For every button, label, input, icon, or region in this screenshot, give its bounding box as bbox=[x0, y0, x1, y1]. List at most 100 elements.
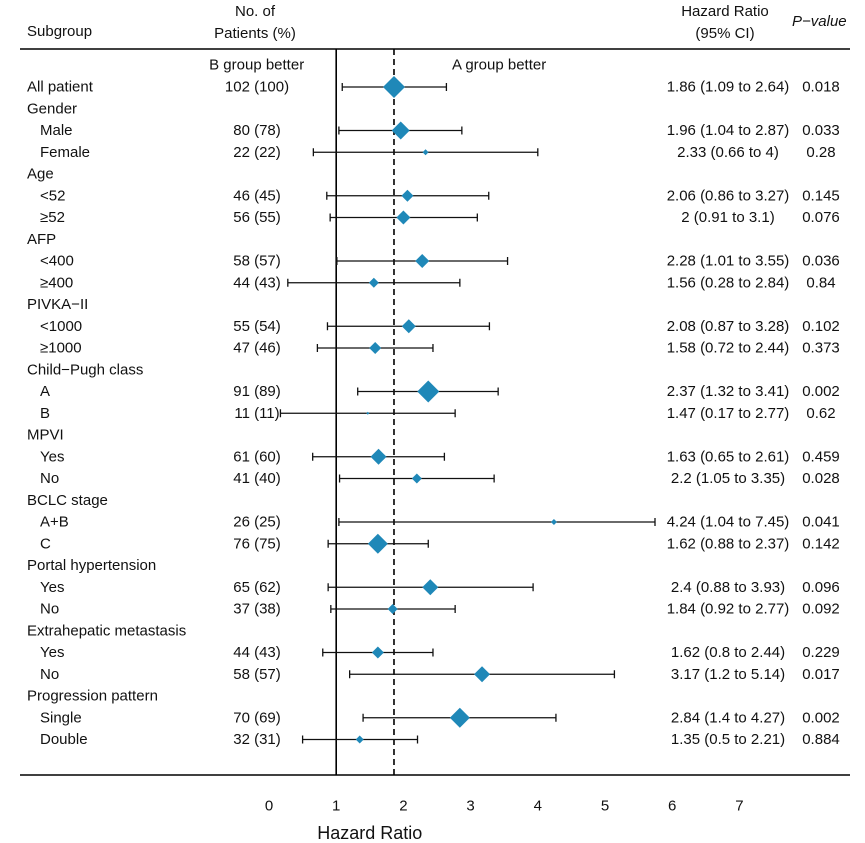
hazard-ratio-ci-text: 2 (0.91 to 3.1) bbox=[681, 209, 774, 226]
hazard-ratio-ci-text: 2.08 (0.87 to 3.28) bbox=[667, 318, 790, 335]
hazard-ratio-marker bbox=[401, 189, 414, 202]
patients-header-line2: Patients (%) bbox=[214, 25, 296, 42]
hazard-ratio-ci-text: 1.58 (0.72 to 2.44) bbox=[667, 340, 790, 357]
hazard-ratio-marker bbox=[382, 76, 405, 98]
p-value: 0.229 bbox=[802, 644, 840, 661]
hazard-ratio-marker bbox=[367, 533, 388, 554]
subgroup-header: Subgroup bbox=[27, 23, 93, 40]
patients-value: 37 (38) bbox=[233, 601, 281, 618]
patients-value: 70 (69) bbox=[233, 709, 281, 726]
hazard-ratio-ci-text: 1.63 (0.65 to 2.61) bbox=[667, 448, 790, 465]
hazard-ratio-marker bbox=[474, 666, 491, 683]
x-tick-label: 5 bbox=[601, 798, 609, 815]
patients-value: 58 (57) bbox=[233, 253, 281, 270]
hazard-ratio-marker bbox=[415, 254, 430, 268]
patients-value: 58 (57) bbox=[233, 666, 281, 683]
hazard-ratio-marker bbox=[371, 646, 384, 659]
p-value: 0.041 bbox=[802, 514, 840, 531]
row-label: ≥52 bbox=[40, 209, 65, 226]
patients-value: 26 (25) bbox=[233, 514, 281, 531]
hazard-ratio-ci-text: 3.17 (1.2 to 5.14) bbox=[671, 666, 785, 683]
hazard-ratio-ci-text: 2.2 (1.05 to 3.35) bbox=[671, 470, 785, 487]
hazard-ratio-ci-text: 1.62 (0.88 to 2.37) bbox=[667, 535, 790, 552]
hazard-ratio-ci-text: 1.84 (0.92 to 2.77) bbox=[667, 601, 790, 618]
row-label: Yes bbox=[40, 579, 64, 596]
p-value: 0.076 bbox=[802, 209, 840, 226]
p-value: 0.092 bbox=[802, 601, 840, 618]
row-label: Progression pattern bbox=[27, 688, 158, 705]
row-label: <52 bbox=[40, 187, 65, 204]
row-label: <400 bbox=[40, 253, 74, 270]
row-label: ≥1000 bbox=[40, 340, 82, 357]
x-tick-label: 0 bbox=[265, 798, 273, 815]
patients-value: 44 (43) bbox=[233, 274, 281, 291]
row-label: Extrahepatic metastasis bbox=[27, 622, 186, 639]
hazard-ratio-ci-text: 2.06 (0.86 to 3.27) bbox=[667, 187, 790, 204]
right-annotation: A group better bbox=[452, 57, 546, 74]
patients-value: 47 (46) bbox=[233, 340, 281, 357]
row-label: B bbox=[40, 405, 50, 422]
patients-value: 61 (60) bbox=[233, 448, 281, 465]
hazard-ratio-marker bbox=[422, 149, 429, 156]
row-label: Child−Pugh class bbox=[27, 361, 143, 378]
hazard-ratio-marker bbox=[401, 319, 416, 334]
hazard-ratio-ci-text: 2.84 (1.4 to 4.27) bbox=[671, 709, 785, 726]
p-value: 0.84 bbox=[806, 274, 835, 291]
hazard-ratio-marker bbox=[387, 604, 398, 614]
p-value: 0.002 bbox=[802, 709, 840, 726]
p-value: 0.033 bbox=[802, 122, 840, 139]
p-value: 0.884 bbox=[802, 731, 840, 748]
patients-value: 65 (62) bbox=[233, 579, 281, 596]
patients-value: 55 (54) bbox=[233, 318, 281, 335]
p-value: 0.28 bbox=[806, 144, 835, 161]
patients-value: 46 (45) bbox=[233, 187, 281, 204]
hazard-ratio-ci-text: 2.37 (1.32 to 3.41) bbox=[667, 383, 790, 400]
x-tick-label: 7 bbox=[735, 798, 743, 815]
hazard-ratio-ci-text: 2.28 (1.01 to 3.55) bbox=[667, 253, 790, 270]
row-label: Single bbox=[40, 709, 82, 726]
hazard-ratio-marker bbox=[449, 707, 470, 728]
patients-value: 102 (100) bbox=[225, 79, 289, 96]
hazard-ratio-marker bbox=[366, 411, 370, 415]
pvalue-header: P−value bbox=[792, 13, 847, 30]
hazard-ratio-marker bbox=[417, 380, 440, 403]
hazard-ratio-header-line1: Hazard Ratio bbox=[681, 3, 769, 20]
row-label: A bbox=[40, 383, 50, 400]
hazard-ratio-marker bbox=[550, 519, 557, 525]
row-label: AFP bbox=[27, 231, 56, 248]
hazard-ratio-marker bbox=[396, 210, 411, 225]
p-value: 0.018 bbox=[802, 79, 840, 96]
hazard-ratio-ci-text: 1.96 (1.04 to 2.87) bbox=[667, 122, 790, 139]
patients-value: 22 (22) bbox=[233, 144, 281, 161]
p-value: 0.102 bbox=[802, 318, 840, 335]
hazard-ratio-marker bbox=[411, 473, 422, 484]
p-value: 0.036 bbox=[802, 253, 840, 270]
row-label: Gender bbox=[27, 100, 77, 117]
hazard-ratio-marker bbox=[368, 277, 379, 288]
hazard-ratio-ci-text: 1.62 (0.8 to 2.44) bbox=[671, 644, 785, 661]
row-label: ≥400 bbox=[40, 274, 73, 291]
patients-value: 80 (78) bbox=[233, 122, 281, 139]
row-label: Yes bbox=[40, 644, 64, 661]
patients-value: 76 (75) bbox=[233, 535, 281, 552]
p-value: 0.142 bbox=[802, 535, 840, 552]
x-tick-label: 3 bbox=[466, 798, 474, 815]
row-label: Double bbox=[40, 731, 88, 748]
p-value: 0.145 bbox=[802, 187, 840, 204]
hazard-ratio-ci-text: 1.86 (1.09 to 2.64) bbox=[667, 79, 790, 96]
hazard-ratio-marker bbox=[370, 448, 387, 465]
hazard-ratio-marker bbox=[369, 342, 382, 354]
hazard-ratio-ci-text: 1.35 (0.5 to 2.21) bbox=[671, 731, 785, 748]
row-label: Female bbox=[40, 144, 90, 161]
hazard-ratio-header: Hazard Ratio (95% CI) bbox=[665, 1, 785, 45]
hazard-ratio-ci-text: 1.56 (0.28 to 2.84) bbox=[667, 274, 790, 291]
x-tick-label: 2 bbox=[399, 798, 407, 815]
hazard-ratio-marker bbox=[355, 735, 364, 744]
patients-value: 41 (40) bbox=[233, 470, 281, 487]
x-tick-label: 6 bbox=[668, 798, 676, 815]
row-label: Male bbox=[40, 122, 73, 139]
row-label: Age bbox=[27, 166, 54, 183]
row-label: MPVI bbox=[27, 427, 64, 444]
row-label: PIVKA−II bbox=[27, 296, 88, 313]
